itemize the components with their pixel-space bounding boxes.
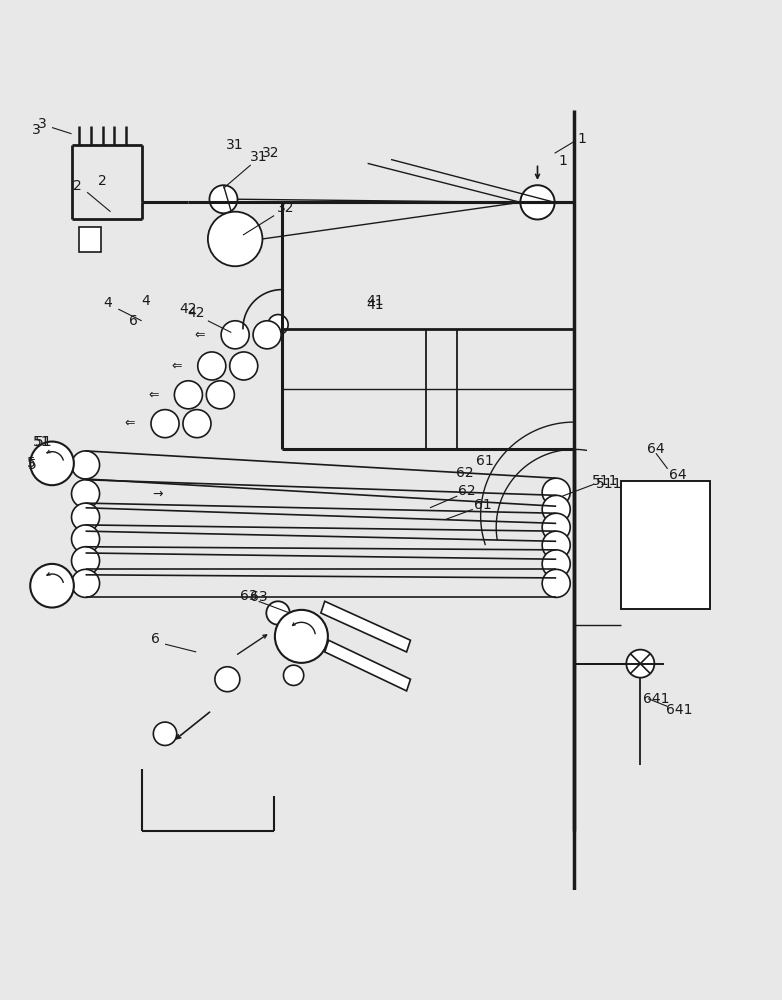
Text: 4: 4	[104, 296, 113, 310]
Bar	[621, 481, 711, 609]
Circle shape	[151, 410, 179, 438]
Circle shape	[30, 564, 74, 608]
Text: 3: 3	[38, 117, 46, 131]
Text: 41: 41	[367, 298, 384, 312]
Circle shape	[626, 650, 655, 678]
Text: 31: 31	[226, 138, 244, 152]
Circle shape	[71, 525, 99, 553]
Text: 5: 5	[27, 456, 35, 470]
Circle shape	[71, 569, 99, 597]
Text: 64: 64	[669, 468, 687, 482]
Text: ⇐: ⇐	[148, 388, 159, 401]
Circle shape	[275, 610, 328, 663]
Text: 62: 62	[456, 466, 474, 480]
Text: ⇐: ⇐	[171, 359, 182, 372]
Circle shape	[542, 550, 570, 578]
Circle shape	[283, 665, 303, 685]
Circle shape	[71, 451, 99, 479]
Text: 6: 6	[129, 314, 138, 328]
Circle shape	[208, 212, 263, 266]
Polygon shape	[325, 640, 411, 691]
Circle shape	[520, 185, 554, 219]
Text: 1: 1	[577, 132, 586, 146]
Text: 641: 641	[643, 692, 669, 706]
Circle shape	[30, 442, 74, 485]
Circle shape	[268, 315, 288, 335]
Text: 5: 5	[28, 458, 37, 472]
Bar	[79, 227, 101, 252]
Circle shape	[542, 513, 570, 541]
Circle shape	[267, 601, 289, 625]
Text: 1: 1	[558, 154, 567, 168]
Circle shape	[542, 495, 570, 523]
Text: 41: 41	[367, 294, 384, 308]
Text: 511: 511	[592, 474, 619, 488]
Text: 61: 61	[474, 498, 492, 512]
Text: 64: 64	[647, 442, 665, 456]
Text: 32: 32	[277, 201, 295, 215]
Text: ⇐: ⇐	[124, 417, 135, 430]
Circle shape	[206, 381, 235, 409]
Text: 31: 31	[249, 150, 267, 164]
Text: 511: 511	[596, 477, 622, 491]
Text: 4: 4	[142, 294, 150, 308]
Text: 42: 42	[188, 306, 205, 320]
Text: →: →	[152, 487, 163, 500]
Text: 42: 42	[180, 302, 197, 316]
Circle shape	[198, 352, 226, 380]
Text: 32: 32	[261, 146, 279, 160]
Circle shape	[215, 667, 240, 692]
Circle shape	[210, 185, 238, 213]
Circle shape	[542, 478, 570, 506]
Text: 61: 61	[475, 454, 493, 468]
Text: ⇐: ⇐	[195, 328, 206, 341]
Circle shape	[542, 531, 570, 559]
Text: 51: 51	[33, 435, 51, 449]
Text: 2: 2	[99, 174, 107, 188]
Text: 3: 3	[32, 123, 41, 137]
Circle shape	[174, 381, 203, 409]
Circle shape	[183, 410, 211, 438]
Polygon shape	[321, 601, 411, 652]
Circle shape	[230, 352, 258, 380]
Text: 63: 63	[240, 589, 258, 603]
Circle shape	[153, 722, 177, 745]
Circle shape	[71, 503, 99, 531]
Text: 641: 641	[666, 703, 693, 717]
Circle shape	[542, 569, 570, 597]
Circle shape	[71, 480, 99, 508]
Circle shape	[71, 547, 99, 575]
Text: 6: 6	[151, 632, 160, 646]
Circle shape	[253, 321, 282, 349]
Text: 2: 2	[74, 179, 82, 193]
Text: 63: 63	[249, 590, 267, 604]
Text: 51: 51	[35, 435, 53, 449]
Circle shape	[221, 321, 249, 349]
Text: 62: 62	[457, 484, 475, 498]
